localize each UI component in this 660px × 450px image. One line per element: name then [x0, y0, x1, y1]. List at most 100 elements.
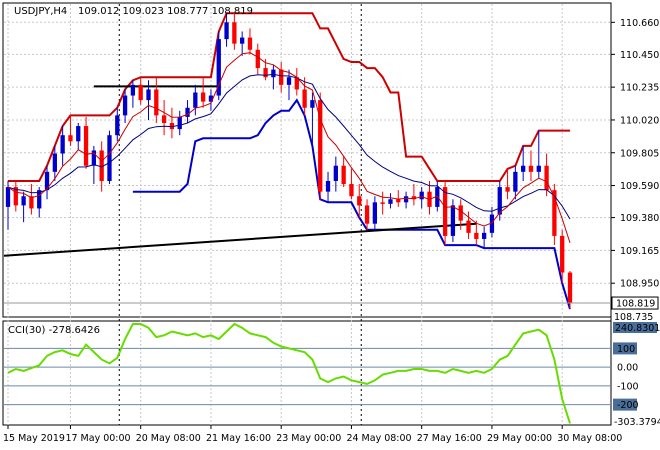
- candle-body: [21, 196, 26, 206]
- candle-body: [372, 202, 378, 224]
- ma-fast-line: [7, 52, 571, 243]
- x-tick-label: 27 May 16:00: [417, 433, 482, 444]
- chart-title: USDJPY,H4: [14, 6, 67, 17]
- candle-body: [115, 115, 120, 136]
- current-price-box: [611, 296, 659, 310]
- candle-body: [411, 196, 417, 200]
- candle-body: [263, 68, 268, 78]
- ohlc-header: 109.012 109.023 108.777 108.819: [78, 6, 253, 17]
- candle-body: [216, 39, 221, 96]
- candle-body: [349, 184, 354, 197]
- candle-body: [481, 232, 487, 239]
- candle-body: [122, 95, 128, 116]
- current-price-label: 108.819: [616, 299, 655, 310]
- candle-body: [403, 196, 409, 203]
- candle-body: [83, 126, 89, 166]
- candle-body: [286, 77, 292, 85]
- x-tick-label: 20 May 08:00: [136, 433, 201, 444]
- candle-body: [310, 100, 315, 108]
- candle-body: [5, 187, 11, 207]
- cci-level-box: [613, 398, 637, 411]
- candle-body: [255, 49, 260, 69]
- candle-body: [521, 165, 526, 172]
- indicator-plot-frame: [2, 320, 612, 426]
- candle-body: [442, 187, 448, 236]
- cci-level-label: 0.00: [617, 363, 638, 374]
- candle-body: [364, 205, 370, 224]
- candle-body: [240, 37, 245, 44]
- y-tick-label: 109.805: [620, 148, 659, 159]
- candle-body: [177, 116, 182, 130]
- candle-body: [29, 196, 34, 209]
- main-plot-frame: [2, 2, 612, 318]
- cci-level-label: -200: [617, 400, 639, 411]
- y-tick-label: 110.450: [620, 50, 659, 61]
- y-tick-label: 109.590: [620, 181, 659, 192]
- candle-body: [294, 77, 299, 90]
- candle-body: [271, 69, 276, 78]
- y-tick-label: 109.380: [620, 213, 659, 224]
- candle-body: [536, 165, 541, 172]
- x-tick-label: 15 May 2019: [3, 433, 65, 444]
- candle-body: [68, 135, 73, 142]
- y-tick-label: 110.235: [620, 83, 659, 94]
- candle-body: [333, 165, 338, 181]
- candle-body: [544, 165, 549, 191]
- y-tick-label: 108.950: [620, 279, 659, 290]
- candle-body: [318, 100, 323, 192]
- candle-body: [513, 171, 518, 192]
- candle-body: [474, 232, 479, 239]
- candle-body: [341, 165, 346, 185]
- candle-body: [76, 126, 81, 142]
- candle-body: [161, 115, 167, 124]
- candle-body: [458, 205, 463, 221]
- candle-body: [396, 199, 401, 203]
- lower-band-line: [132, 98, 571, 310]
- candle-body: [357, 196, 362, 206]
- x-tick-label: 30 May 08:00: [557, 433, 622, 444]
- candle-body: [505, 187, 510, 192]
- candle-body: [169, 123, 175, 130]
- cci-line: [7, 322, 571, 424]
- candle-body: [154, 89, 159, 116]
- y-tick-label: 109.165: [620, 246, 659, 257]
- candle-body: [200, 92, 206, 102]
- x-tick-label: 24 May 08:00: [346, 433, 411, 444]
- candle-body: [60, 135, 65, 154]
- x-tick-label: 21 May 16:00: [206, 433, 271, 444]
- candle-body: [450, 205, 456, 236]
- candle-body: [224, 22, 229, 40]
- candle-body: [279, 69, 284, 85]
- candle-body: [99, 150, 104, 181]
- candle-body: [497, 187, 502, 215]
- candle-body: [208, 95, 214, 102]
- x-tick-label: 29 May 00:00: [487, 433, 552, 444]
- candle-body: [146, 89, 151, 101]
- cci-level-label: -100: [617, 381, 639, 392]
- candle-body: [435, 187, 440, 207]
- candle-body: [388, 199, 393, 204]
- candle-body: [560, 235, 565, 273]
- indicator-label: CCI(30) -278.6426: [8, 325, 100, 336]
- cci-level-box: [613, 342, 637, 355]
- candle-body: [37, 190, 42, 209]
- cci-value-label: 240.8301: [615, 323, 660, 334]
- candle-body: [44, 171, 50, 191]
- x-tick-label: 17 May 00:00: [65, 433, 130, 444]
- bottom-price-label: 108.735: [614, 312, 653, 323]
- upper-band-line: [8, 12, 570, 182]
- x-tick-label: 23 May 00:00: [276, 433, 341, 444]
- y-tick-label: 110.660: [620, 18, 659, 29]
- candle-body: [130, 84, 136, 96]
- candle-body: [193, 92, 198, 108]
- candle-body: [107, 135, 112, 181]
- ma-slow-line: [7, 73, 571, 220]
- candle-body: [247, 37, 253, 50]
- candle-body: [567, 272, 573, 304]
- support-trend-line: [3, 222, 477, 257]
- candle-body: [325, 180, 331, 192]
- candle-body: [302, 89, 307, 108]
- cci-value-box: [613, 322, 657, 333]
- candle-body: [466, 220, 471, 233]
